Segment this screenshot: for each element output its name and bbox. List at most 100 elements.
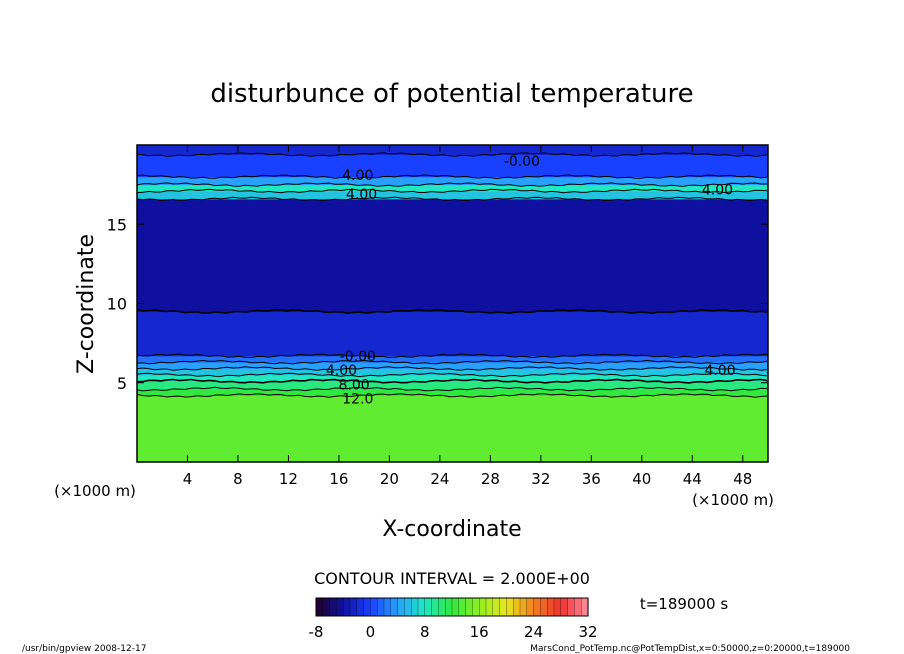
contour-line-8 (137, 196, 768, 202)
colorbar-cell-12 (397, 597, 405, 617)
colorbar-cell-5 (349, 597, 358, 617)
y-axis-label: Z-coordinate (74, 234, 99, 374)
colorbar-cell-1 (322, 597, 331, 617)
field-layer-1 (137, 389, 768, 396)
colorbar-cell-33 (540, 597, 548, 617)
colorbar-cell-8 (370, 597, 378, 617)
colorbar-cell-28 (506, 597, 514, 617)
colorbar-cell-9 (377, 597, 385, 617)
colorbar-cell-18 (438, 597, 446, 617)
footer-left: /usr/bin/gpview 2008-12-17 (22, 644, 146, 654)
colorbar-cell-17 (431, 597, 439, 617)
field-layer-2 (137, 381, 768, 390)
colorbar-cell-35 (553, 597, 562, 617)
field-layer-9 (137, 190, 768, 200)
colorbar-cell-16 (424, 597, 433, 617)
x-unit-label-left: (×1000 m) (54, 482, 136, 500)
colorbar (315, 597, 589, 617)
footer-right: MarsCond_PotTemp.nc@PotTempDist,x=0:5000… (530, 644, 850, 654)
colorbar-cell-39 (581, 597, 589, 617)
colorbar-cell-2 (329, 597, 337, 617)
x-tick-label-28: 28 (481, 470, 500, 488)
colorbar-cell-37 (567, 597, 575, 617)
y-tick-label-10: 10 (107, 295, 127, 314)
field-layer-0 (137, 395, 768, 462)
contour-line-1 (137, 386, 768, 392)
colorbar-cell-13 (404, 597, 412, 617)
colorbar-cell-23 (472, 597, 480, 617)
x-tick-label-32: 32 (531, 470, 550, 488)
colorbar-tick-label-0: 0 (366, 623, 376, 641)
colorbar-cell-6 (356, 597, 365, 617)
field-layer-3 (137, 374, 768, 382)
contour-line-12 (137, 152, 768, 157)
contour-line-11 (137, 174, 768, 180)
colorbar-cell-38 (574, 597, 582, 617)
x-tick-label-36: 36 (582, 470, 601, 488)
contour-label-8: 4.00 (704, 363, 735, 379)
colorbar-ticks: -8 0 8 16 24 32 (309, 623, 598, 641)
x-tick-label-48: 48 (733, 470, 752, 488)
contour-line-2 (137, 378, 768, 384)
colorbar-cell-31 (526, 597, 535, 617)
x-tick-label-44: 44 (683, 470, 702, 488)
colorbar-tick-label-24: 24 (524, 623, 543, 641)
colorbar-cell-36 (560, 597, 569, 617)
contour-line-9 (137, 188, 768, 194)
colorbar-cell-29 (513, 597, 521, 617)
field-layer-10 (137, 184, 768, 192)
contour-label-0: 4.00 (342, 168, 373, 184)
colorbar-frame (315, 597, 589, 617)
x-axis-ticks: 4 8 12 16 20 24 28 32 36 40 44 48 (183, 145, 752, 488)
field-layer-5 (137, 362, 768, 369)
y-axis-ticks: 5 10 15 (107, 215, 768, 393)
colorbar-tick-label-32: 32 (578, 623, 597, 641)
contour-line-0 (137, 393, 768, 398)
contour-lines (137, 152, 768, 398)
field-layer-7 (137, 311, 768, 357)
colorbar-cell-3 (336, 597, 344, 617)
colorbar-cell-15 (417, 597, 426, 617)
colorbar-cell-34 (547, 597, 555, 617)
colorbar-tick-label-8: 8 (420, 623, 430, 641)
field-layer-12 (137, 154, 768, 178)
colorbar-cell-26 (492, 597, 501, 617)
field-layer-6 (137, 355, 768, 363)
colorbar-cell-10 (383, 597, 392, 617)
colorbar-cell-14 (411, 597, 419, 617)
x-tick-label-12: 12 (279, 470, 298, 488)
colorbar-cell-20 (451, 597, 460, 617)
x-tick-label-16: 16 (329, 470, 348, 488)
colorbar-cell-30 (519, 597, 528, 617)
field-layer-4 (137, 368, 768, 376)
time-label: t=189000 s (640, 595, 728, 613)
x-tick-label-8: 8 (233, 470, 243, 488)
x-unit-label-right: (×1000 m) (692, 491, 774, 509)
colorbar-cell-7 (363, 597, 371, 617)
contour-line-7 (137, 308, 768, 314)
field-layer-11 (137, 176, 768, 186)
contour-line-3 (137, 372, 768, 378)
x-tick-label-4: 4 (183, 470, 193, 488)
contour-label-4: -0.00 (340, 349, 376, 365)
y-tick-label-5: 5 (117, 374, 127, 393)
field-layer-13 (137, 145, 768, 156)
y-tick-label-15: 15 (107, 215, 127, 234)
colorbar-cell-11 (390, 597, 399, 617)
x-tick-label-24: 24 (430, 470, 449, 488)
colorbar-cell-32 (533, 597, 541, 617)
field-layers (137, 145, 768, 462)
colorbar-cell-27 (499, 597, 507, 617)
contour-label-6: 8.00 (338, 377, 369, 393)
x-axis-label: X-coordinate (382, 517, 521, 542)
contour-line-6 (137, 353, 768, 359)
colorbar-cell-21 (458, 597, 467, 617)
colorbar-cell-24 (479, 597, 487, 617)
colorbar-cell-19 (445, 597, 453, 617)
contour-label-1: -0.00 (504, 154, 540, 170)
contour-line-5 (137, 359, 768, 365)
contour-line-10 (137, 182, 767, 187)
colorbar-cell-25 (485, 597, 494, 617)
